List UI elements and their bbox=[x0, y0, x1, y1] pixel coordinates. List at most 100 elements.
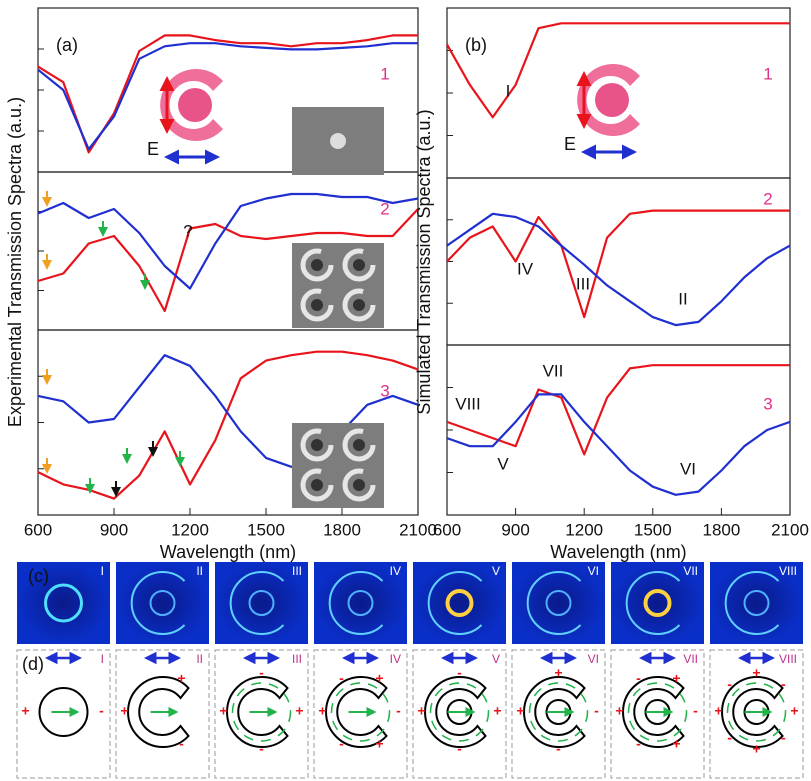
mode-annotation: VI bbox=[680, 459, 696, 478]
mode-id: V bbox=[492, 652, 500, 666]
diagram-box bbox=[314, 650, 407, 778]
sem-particle bbox=[330, 133, 346, 149]
charge: - bbox=[339, 736, 344, 752]
mode-annotation: ? bbox=[183, 221, 192, 240]
charge: + bbox=[219, 703, 227, 719]
mode-id: VII bbox=[683, 652, 698, 666]
x-axis-label: Wavelength (nm) bbox=[550, 542, 686, 562]
charge: - bbox=[781, 730, 786, 746]
charge: - bbox=[556, 741, 561, 757]
charge: + bbox=[714, 703, 722, 719]
e-field-label: E bbox=[564, 134, 576, 154]
figure: 1 (a) E 2? Experimental Transmission Spectra… bbox=[0, 0, 811, 781]
diagram-box bbox=[116, 650, 209, 778]
mode-id: II bbox=[196, 564, 203, 578]
sem-ring-inner bbox=[311, 479, 323, 491]
charge: - bbox=[636, 670, 641, 686]
charge: + bbox=[417, 703, 425, 719]
charge: + bbox=[295, 703, 303, 719]
mode-id: II bbox=[196, 652, 203, 666]
charge: - bbox=[396, 703, 401, 719]
x-axis-label: Wavelength (nm) bbox=[160, 542, 296, 562]
mode-id: I bbox=[101, 564, 104, 578]
charge: + bbox=[493, 703, 501, 719]
mode-id: III bbox=[292, 564, 302, 578]
charge: + bbox=[375, 736, 383, 752]
sem-ring-inner bbox=[353, 259, 365, 271]
spectrum-line bbox=[447, 211, 790, 318]
charge: - bbox=[781, 676, 786, 692]
panel-label: (c) bbox=[28, 566, 49, 586]
charge: + bbox=[752, 665, 760, 681]
sem-ring-inner bbox=[311, 299, 323, 311]
disk-icon bbox=[595, 83, 629, 117]
charge: + bbox=[790, 703, 798, 719]
sem-ring-inner bbox=[311, 259, 323, 271]
subplot-number: 2 bbox=[380, 199, 389, 218]
charge: - bbox=[179, 736, 184, 752]
subplot-number: 1 bbox=[763, 64, 772, 83]
charge: + bbox=[318, 703, 326, 719]
mode-annotation: VII bbox=[543, 361, 564, 380]
x-tick-label: 1500 bbox=[247, 520, 285, 539]
disk-icon bbox=[178, 88, 212, 122]
mode-annotation: II bbox=[678, 289, 687, 308]
field-map bbox=[116, 562, 209, 644]
panel-label: (d) bbox=[22, 654, 44, 674]
charge: - bbox=[727, 730, 732, 746]
mode-id: IV bbox=[390, 652, 401, 666]
x-tick-label: 900 bbox=[100, 520, 128, 539]
mode-id: V bbox=[492, 564, 500, 578]
x-tick-label: 1800 bbox=[702, 520, 740, 539]
mode-id: III bbox=[292, 652, 302, 666]
charge: - bbox=[727, 676, 732, 692]
charge: + bbox=[21, 703, 29, 719]
charge: - bbox=[457, 741, 462, 757]
charge: + bbox=[177, 670, 185, 686]
subplot-number: 2 bbox=[763, 189, 772, 208]
sem-ring-inner bbox=[311, 439, 323, 451]
mode-annotation: I bbox=[506, 81, 511, 100]
charge: + bbox=[120, 703, 128, 719]
charge: - bbox=[636, 736, 641, 752]
mode-id: VI bbox=[588, 564, 599, 578]
y-axis-label: Experimental Transmission Spectra (a.u.) bbox=[5, 97, 25, 427]
x-tick-label: 1200 bbox=[565, 520, 603, 539]
mode-annotation: V bbox=[497, 454, 509, 473]
diagram-box bbox=[611, 650, 704, 778]
mode-annotation: III bbox=[576, 274, 590, 293]
x-tick-label: 1200 bbox=[171, 520, 209, 539]
charge: - bbox=[259, 741, 264, 757]
sem-ring-inner bbox=[353, 479, 365, 491]
x-tick-label: 1500 bbox=[634, 520, 672, 539]
charge: + bbox=[615, 703, 623, 719]
e-field-label: E bbox=[147, 139, 159, 159]
charge: - bbox=[259, 665, 264, 681]
x-tick-label: 600 bbox=[433, 520, 461, 539]
mode-id: VI bbox=[588, 652, 599, 666]
charge: + bbox=[375, 670, 383, 686]
subplot-number: 1 bbox=[380, 64, 389, 83]
charge: - bbox=[99, 703, 104, 719]
mode-id: VIII bbox=[779, 564, 797, 578]
x-tick-label: 600 bbox=[24, 520, 52, 539]
x-tick-label: 2100 bbox=[771, 520, 809, 539]
y-axis-label: Simulated Transmission Spectra (a.u.) bbox=[414, 109, 434, 414]
sem-ring-inner bbox=[353, 299, 365, 311]
panel-label: (a) bbox=[56, 35, 78, 55]
charge: + bbox=[516, 703, 524, 719]
spectrum-line bbox=[447, 394, 790, 494]
mode-id: IV bbox=[390, 564, 401, 578]
subplot-number: 3 bbox=[380, 381, 389, 400]
mode-annotation: IV bbox=[517, 259, 534, 278]
panel-label: (b) bbox=[465, 35, 487, 55]
x-tick-label: 2100 bbox=[399, 520, 437, 539]
charge: + bbox=[672, 670, 680, 686]
charge: + bbox=[752, 741, 760, 757]
plot-frame bbox=[447, 345, 790, 515]
plot-frame bbox=[447, 178, 790, 345]
x-tick-label: 1800 bbox=[323, 520, 361, 539]
charge: + bbox=[672, 736, 680, 752]
spectrum-line bbox=[447, 214, 790, 325]
mode-id: VII bbox=[683, 564, 698, 578]
